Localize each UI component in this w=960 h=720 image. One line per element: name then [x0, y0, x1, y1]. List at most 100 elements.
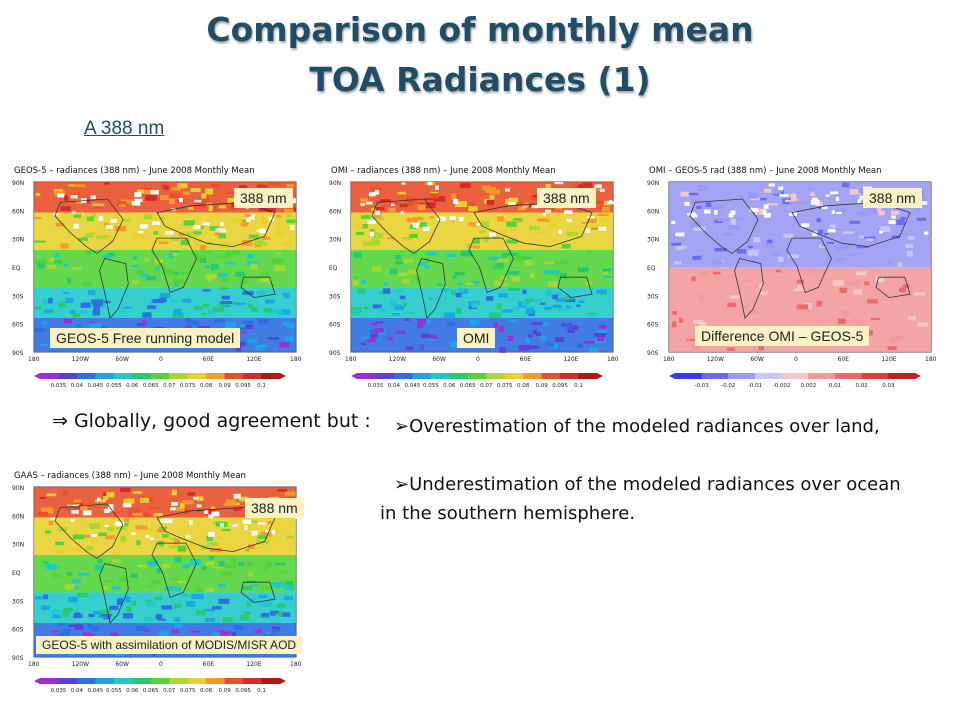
- map-speckle: [242, 320, 254, 325]
- lon-tick-label: 180: [663, 356, 675, 363]
- colorbar-tick-label: 0.04: [388, 383, 401, 389]
- map-speckle: [168, 253, 173, 259]
- map-speckle: [112, 559, 121, 563]
- map-speckle: [824, 233, 829, 236]
- map-speckle: [119, 578, 129, 583]
- colorbar-segment: [467, 373, 487, 379]
- map-gap: [139, 224, 148, 229]
- map-speckle: [67, 277, 72, 284]
- map-speckle: [406, 217, 418, 223]
- colorbar-segment: [150, 678, 170, 684]
- map-gap: [134, 192, 142, 198]
- map-gap: [831, 210, 835, 215]
- map-speckle: [747, 249, 759, 256]
- map-gap: [186, 535, 192, 539]
- map-speckle: [419, 222, 428, 228]
- map-speckle: [68, 184, 74, 187]
- map-speckle: [602, 275, 612, 278]
- map-speckle: [275, 530, 281, 533]
- map-speckle: [832, 280, 844, 286]
- map-gap: [233, 493, 241, 499]
- bullet-overestimation: ➢Overestimation of the modeled radiances…: [394, 416, 880, 437]
- map-speckle: [778, 256, 784, 262]
- map-speckle: [220, 631, 231, 636]
- map-speckle: [63, 628, 71, 632]
- colorbar-segment: [224, 373, 244, 379]
- colorbar-segment: [150, 373, 170, 379]
- map-speckle: [456, 308, 462, 314]
- map-speckle: [204, 509, 216, 515]
- colorbar-segment: [701, 373, 729, 379]
- map-speckle: [471, 280, 480, 285]
- map-speckle: [257, 241, 268, 246]
- map-speckle: [214, 319, 225, 323]
- map-gap: [401, 182, 406, 185]
- map-speckle: [263, 307, 272, 313]
- map-speckle: [136, 540, 141, 546]
- map-speckle: [537, 218, 550, 222]
- map-speckle: [153, 513, 163, 517]
- map-gap: [220, 221, 224, 226]
- map-speckle: [34, 328, 45, 333]
- map-speckle: [133, 256, 138, 260]
- map-speckle: [919, 199, 928, 203]
- lat-tick-label: 90N: [12, 180, 24, 187]
- subtitle-link[interactable]: A 388 nm: [84, 118, 165, 139]
- map-speckle: [169, 198, 175, 204]
- map-speckle: [750, 258, 756, 261]
- map-speckle: [496, 303, 502, 309]
- map-gap: [599, 188, 605, 192]
- map-speckle: [102, 586, 109, 590]
- map-speckle: [810, 192, 815, 197]
- map-speckle: [531, 322, 543, 325]
- map-gap: [189, 520, 193, 526]
- map-speckle: [907, 236, 915, 240]
- lat-tick-label: 30N: [12, 542, 24, 549]
- map-speckle: [278, 309, 291, 315]
- map-gap: [489, 232, 496, 237]
- map-gap: [411, 222, 420, 225]
- map-speckle: [103, 495, 109, 500]
- map-gap: [71, 211, 76, 214]
- map-speckle: [424, 257, 430, 264]
- map-speckle: [691, 276, 696, 282]
- colorbar-arrow-right: [915, 373, 921, 379]
- map-speckle: [46, 493, 57, 497]
- map-speckle: [449, 219, 455, 222]
- map-speckle: [821, 242, 829, 247]
- lon-tick-label: 120E: [881, 356, 896, 363]
- map-speckle: [495, 266, 503, 271]
- map-gap: [131, 201, 141, 206]
- map-gap: [505, 188, 510, 192]
- map-speckle: [93, 610, 104, 615]
- map-speckle: [262, 218, 268, 225]
- map-speckle: [103, 182, 110, 185]
- map-speckle: [552, 294, 558, 300]
- map-speckle: [65, 504, 75, 510]
- map-gap: [825, 194, 830, 197]
- map-speckle: [208, 309, 215, 315]
- map-speckle: [233, 508, 242, 511]
- map-speckle: [891, 235, 901, 239]
- map-speckle: [235, 271, 245, 277]
- colorbar-segment: [430, 373, 450, 379]
- map-gap: [193, 496, 198, 500]
- colorbar-segment: [187, 678, 207, 684]
- map-gap: [219, 228, 226, 233]
- map-gap: [151, 221, 160, 225]
- map-speckle: [424, 264, 430, 269]
- map-speckle: [837, 318, 846, 325]
- map-speckle: [532, 298, 542, 302]
- map-difference-caption: Difference OMI – GEOS-5: [695, 326, 870, 346]
- lon-tick-label: 60E: [203, 356, 215, 363]
- map-speckle: [183, 564, 190, 569]
- continent-outline: [54, 503, 124, 559]
- map-speckle: [92, 300, 103, 307]
- map-speckle: [754, 208, 767, 215]
- colorbar-tick-label: 0.055: [106, 688, 122, 694]
- map-difference: OMI – GEOS-5 rad (388 nm) – June 2008 Mo…: [645, 160, 945, 400]
- map-speckle: [578, 184, 585, 189]
- map-speckle: [43, 594, 48, 600]
- colorbar-segment: [132, 373, 152, 379]
- map-speckle: [208, 205, 214, 212]
